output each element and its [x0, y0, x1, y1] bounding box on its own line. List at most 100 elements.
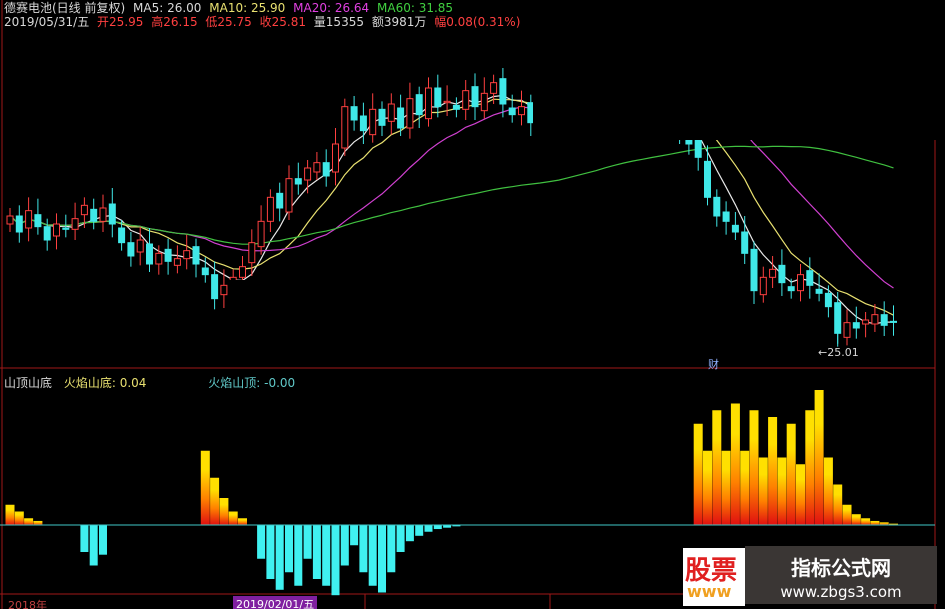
candle[interactable] [843, 309, 851, 346]
candle[interactable] [211, 261, 219, 310]
candle[interactable] [871, 304, 879, 332]
candle[interactable] [722, 201, 730, 235]
candle[interactable] [359, 102, 367, 144]
valley-bar [331, 525, 340, 596]
candle[interactable] [499, 68, 507, 118]
candle[interactable] [90, 198, 98, 230]
candle[interactable] [155, 245, 163, 275]
candle-body [425, 87, 432, 120]
candle[interactable] [387, 93, 395, 135]
candle[interactable] [759, 266, 767, 303]
valley-bar [415, 525, 424, 536]
candle-body [490, 82, 498, 94]
flame-bar [768, 417, 778, 525]
candle[interactable] [332, 128, 339, 186]
candle[interactable] [294, 162, 302, 195]
candle[interactable] [406, 82, 414, 139]
candle[interactable] [201, 257, 209, 283]
candle[interactable] [350, 96, 358, 131]
candle[interactable] [425, 77, 432, 127]
candle[interactable] [220, 269, 228, 308]
valley-bar [443, 525, 452, 528]
candle[interactable] [852, 306, 860, 339]
candle[interactable] [322, 149, 330, 187]
candle-body [53, 223, 60, 237]
candle[interactable] [750, 241, 758, 304]
candle[interactable] [806, 257, 814, 299]
candle[interactable] [443, 85, 451, 116]
change-value: 幅0.08(0.31%) [434, 15, 521, 29]
candle[interactable] [118, 220, 126, 251]
candle[interactable] [276, 182, 284, 222]
flame-bar [730, 403, 740, 525]
candle[interactable] [146, 228, 153, 272]
candle[interactable] [183, 234, 191, 270]
candle[interactable] [704, 145, 711, 206]
candle[interactable] [43, 218, 51, 251]
flame-bar [796, 464, 805, 525]
candle[interactable] [266, 189, 274, 232]
candle[interactable] [80, 197, 88, 228]
candle[interactable] [490, 74, 498, 104]
candle[interactable] [164, 238, 172, 275]
candle[interactable] [341, 98, 349, 156]
candle[interactable] [257, 205, 265, 255]
candle-body [397, 107, 405, 129]
candle[interactable] [415, 86, 423, 128]
flame-bar [24, 518, 34, 525]
candle[interactable] [434, 74, 442, 118]
candle[interactable] [778, 249, 786, 296]
candle[interactable] [890, 305, 897, 336]
candle[interactable] [62, 214, 70, 238]
candle[interactable] [71, 202, 79, 240]
candle[interactable] [862, 312, 870, 338]
valley-bar [312, 525, 321, 579]
candle[interactable] [99, 194, 107, 232]
financial-report-marker[interactable]: 财 [708, 358, 719, 371]
ma10-line [9, 83, 894, 316]
candle[interactable] [471, 73, 479, 120]
candle[interactable] [731, 212, 739, 240]
candle-body [118, 227, 126, 244]
candle[interactable] [25, 197, 33, 242]
candle[interactable] [127, 232, 135, 267]
ma10-value: MA10: 25.90 [209, 1, 286, 15]
candle[interactable] [713, 189, 721, 227]
candle[interactable] [452, 97, 460, 118]
candle-body [834, 302, 842, 334]
watermark-small-text: www [687, 582, 732, 601]
candle[interactable] [518, 90, 525, 126]
candle[interactable] [508, 94, 516, 123]
candle-body [164, 248, 172, 262]
candle[interactable] [797, 264, 804, 302]
candle[interactable] [462, 80, 470, 120]
candle[interactable] [824, 285, 832, 318]
candle[interactable] [787, 278, 795, 299]
candle-body [759, 276, 767, 296]
candle[interactable] [6, 208, 14, 232]
candle[interactable] [304, 160, 312, 194]
candle-body [15, 215, 23, 233]
candle[interactable] [741, 216, 749, 264]
candle[interactable] [136, 226, 144, 266]
candle[interactable] [769, 256, 777, 288]
candle[interactable] [313, 152, 321, 180]
candle[interactable] [15, 205, 23, 243]
candle[interactable] [173, 245, 181, 274]
candle[interactable] [369, 93, 377, 143]
candle[interactable] [815, 273, 823, 302]
candle[interactable] [34, 198, 42, 235]
volume-value: 量15355 [313, 15, 364, 29]
candle[interactable] [880, 301, 888, 336]
candle[interactable] [192, 238, 200, 278]
candle[interactable] [480, 77, 488, 119]
candle-body [852, 322, 860, 329]
flame-bar [842, 504, 852, 525]
candle[interactable] [108, 188, 116, 238]
candle-body [713, 196, 721, 217]
candle[interactable] [248, 229, 256, 276]
candle[interactable] [285, 165, 293, 220]
candle[interactable] [378, 101, 386, 136]
candle[interactable] [53, 213, 60, 250]
candle[interactable] [397, 94, 405, 136]
